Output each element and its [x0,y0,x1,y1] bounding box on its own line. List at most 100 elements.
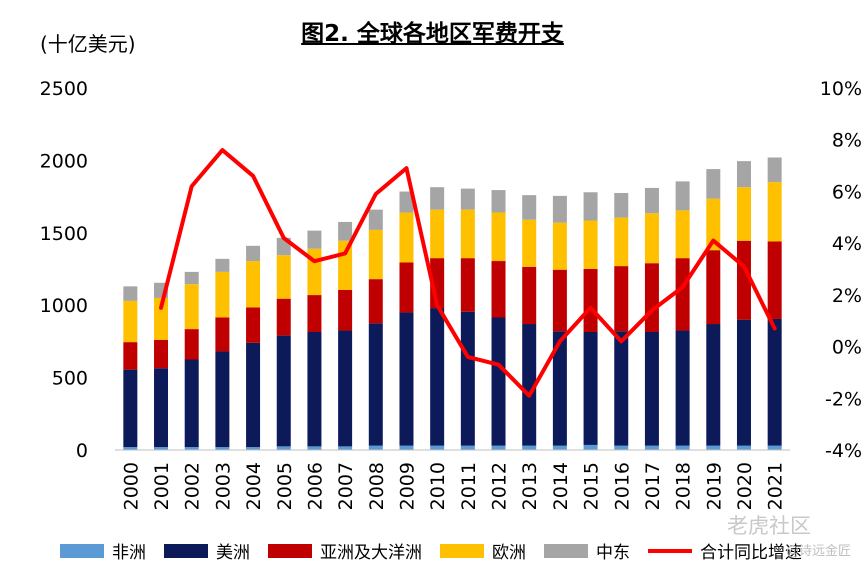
y-left-tick-label: 500 [52,368,88,390]
bar-segment [767,241,782,319]
bar-segment [552,195,567,223]
bar-segment [736,240,751,320]
x-tick-label: 2004 [243,462,265,510]
bar-segment [460,209,475,259]
bar-segment [338,446,353,450]
bar-segment [399,212,414,263]
bar-segment [736,187,751,241]
growth-rate-point [312,259,316,263]
bar-segment [246,447,261,450]
growth-rate-point [159,306,163,310]
bar-segment [736,445,751,450]
bar-segment [614,192,629,218]
bar-segment [552,269,567,332]
y-axis-unit-label: (十亿美元) [40,32,136,56]
bar-segment [706,445,721,450]
bar-segment [215,258,230,272]
bar-segment [522,445,537,450]
bar-segment [614,266,629,332]
bar-segment [399,312,414,446]
bar-segment [276,446,291,450]
bar-segment [644,263,659,332]
bar-segment [276,255,291,299]
bar-segment [246,342,261,448]
bar-segment [430,209,445,259]
growth-rate-point [711,239,715,243]
bar-segment [215,271,230,318]
bar-segment [583,444,598,450]
bar-segment [491,261,506,318]
bar-segment [123,300,138,343]
growth-rate-point [282,236,286,240]
legend-item-europe: 欧洲 [440,538,526,563]
x-tick-label: 2007 [335,462,357,510]
growth-rate-point [527,394,531,398]
legend-item-growth-rate: 合计同比增速 [648,538,802,563]
growth-rate-point [374,192,378,196]
bar-segment [706,198,721,251]
x-tick-label: 2020 [734,462,756,510]
legend-swatch-europe [440,543,484,558]
bar-segment [399,262,414,313]
legend-label-americas: 美洲 [216,543,250,563]
bar-segment [736,319,751,446]
bar-segment [522,195,537,220]
y-left-tick-label: 2500 [40,78,88,100]
growth-rate-point [558,339,562,343]
bar-segment [460,188,475,210]
y-left-tick-label: 1000 [40,295,88,317]
y-right-tick-label: 0% [832,337,862,359]
bar-segment [614,445,629,450]
growth-rate-point [404,166,408,170]
growth-rate-point [742,264,746,268]
bar-segment [460,258,475,312]
bar-segment [491,317,506,446]
x-tick-label: 2013 [519,462,541,510]
growth-rate-point [497,363,501,367]
bar-segment [123,369,138,448]
bar-segment [338,289,353,331]
bar-segment [767,445,782,450]
bar-segment [736,161,751,188]
bar-segment [522,266,537,325]
watermark-logo: 老虎社区 [727,514,811,538]
bar-segment [184,284,199,330]
bar-segment [276,298,291,336]
bar-segment [460,311,475,446]
bar-segment [215,447,230,450]
x-tick-label: 2008 [366,462,388,510]
legend-swatch-middle-east [544,543,588,558]
legend-label-growth-rate: 合计同比增速 [700,543,802,563]
bar-segment [491,190,506,213]
bar-segment [215,351,230,448]
y-right-tick-label: -4% [825,440,862,462]
bar-segment [767,318,782,446]
bar-segment [460,445,475,450]
bar-segment [430,445,445,450]
legend-item-asia-oceania: 亚洲及大洋洲 [268,538,422,563]
legend-label-africa: 非洲 [112,543,146,563]
x-tick-label: 2003 [212,462,234,510]
bar-segment [552,331,567,446]
y-right-tick-label: 2% [832,285,862,307]
bar-segment [675,445,690,450]
growth-rate-point [190,184,194,188]
legend-swatch-growth-rate [648,548,692,553]
bar-segment [491,445,506,450]
legend-swatch-africa [60,543,104,558]
bar-segment [399,191,414,213]
bar-segment [675,330,690,446]
growth-rate-point [220,148,224,152]
bar-segment [522,324,537,446]
y-right-tick-label: 6% [832,181,862,203]
legend-swatch-asia-oceania [268,543,312,558]
growth-rate-point [466,355,470,359]
growth-rate-point [773,326,777,330]
legend-item-americas: 美洲 [164,538,250,563]
chart-title: 图2. 全球各地区军费开支 [301,21,564,47]
bar-segment [767,182,782,242]
bar-segment [123,447,138,450]
bar-segment [706,169,721,199]
growth-rate-point [435,303,439,307]
bar-segment [154,447,169,450]
